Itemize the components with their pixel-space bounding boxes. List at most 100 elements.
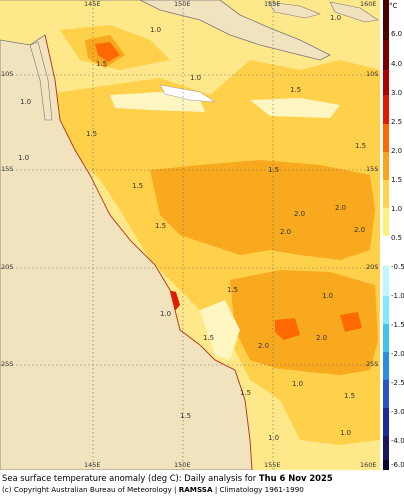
contour-label: 1.5 — [203, 334, 214, 342]
new-britain-island — [267, 1, 321, 19]
map-title-text: Sea surface temperature anomaly (deg C):… — [2, 473, 259, 483]
colorbar-label-2: 2.0 — [391, 147, 403, 155]
map-footer: Sea surface temperature anomaly (deg C):… — [0, 470, 404, 500]
credit-climatology: | Climatology 1961-1990 — [212, 485, 304, 494]
colorbar-label-neg-3: -3.0 — [391, 408, 404, 416]
colorbar-label-2-5: 2.5 — [391, 118, 403, 126]
left-tick-10s: 10S — [1, 70, 14, 78]
right-tick-15s: 15S — [366, 165, 379, 173]
colorbar-label-neg-6: -6.0 — [391, 461, 404, 469]
colorbar-label-1: 1.0 — [391, 205, 403, 213]
coastline — [44, 34, 253, 470]
colorbar-negative-segment — [383, 352, 389, 380]
colorbar-negative-segment — [383, 460, 389, 470]
contour-label: 1.5 — [96, 60, 107, 68]
contour-label: 2.0 — [354, 226, 365, 234]
colorbar-label-neg-2-5: -2.5 — [391, 379, 404, 387]
colorbar-label-4: 4.0 — [391, 60, 403, 68]
contour-label: 1.0 — [160, 310, 171, 318]
papua-new-guinea-landmass — [0, 0, 331, 61]
contour-label: 2.0 — [335, 204, 346, 212]
contour-label: 1.0 — [340, 429, 351, 437]
colorbar-label-6: 6.0 — [391, 30, 403, 38]
colorbar-unit: °C — [389, 2, 398, 10]
colorbar-label-1-5: 1.5 — [391, 176, 403, 184]
top-tick-150e: 150E — [174, 0, 191, 8]
colorbar-positive-segment — [383, 152, 389, 180]
map-title-date: Thu 6 Nov 2025 — [258, 473, 333, 483]
contour-label: 1.5 — [355, 142, 366, 150]
contour-label: 2.0 — [316, 334, 327, 342]
anomaly-cool-patch-3 — [200, 300, 240, 360]
credit-product: RAMSSA — [178, 485, 213, 494]
contour-label: 1.5 — [155, 222, 166, 230]
contour-label: 1.5 — [180, 412, 191, 420]
contour-label: 1.0 — [268, 434, 279, 442]
colorbar-negative-segment — [383, 408, 389, 436]
colorbar-positive-segment — [383, 124, 389, 152]
colorbar-label-neg-4: -4.0 — [391, 437, 404, 445]
contour-label: 1.0 — [292, 380, 303, 388]
solomon-islands — [329, 1, 379, 23]
colorbar-negative-segment — [383, 324, 389, 352]
left-tick-15s: 15S — [1, 165, 14, 173]
colorbar-positive-segment — [383, 95, 389, 124]
credit-copyright: (c) Copyright Australian Bureau of Meteo… — [2, 485, 179, 494]
colorbar-label-3: 3.0 — [391, 89, 403, 97]
colorbar-label-neg-0-5: -0.5 — [391, 263, 404, 271]
colorbar-negative-segment — [383, 436, 389, 460]
map-canvas: 1.0 1.0 1.5 1.0 1.0 1.5 1.5 1.5 1.0 1.5 1.5 2.0 2.0 1… — [0, 0, 380, 470]
bottom-tick-150e: 150E — [174, 461, 191, 469]
contour-label: 1.5 — [268, 166, 279, 174]
colorbar-legend: °C 6.0 4.0 3.0 2.5 2.0 1.5 1.0 0.5 -0.5 … — [380, 0, 404, 470]
bottom-tick-145e: 145E — [84, 461, 101, 469]
colorbar-label-neg-1: -1.0 — [391, 292, 404, 300]
colorbar-positive-segment — [383, 70, 389, 95]
anomaly-hotspot-south-2 — [340, 312, 362, 332]
top-tick-160e: 160E — [360, 0, 377, 8]
anomaly-hotspot-gulf — [95, 42, 120, 62]
contour-label: 2.0 — [258, 342, 269, 350]
contour-label: 1.5 — [86, 130, 97, 138]
anomaly-band-2-0-south — [230, 270, 378, 375]
left-tick-25s: 25S — [1, 360, 14, 368]
anomaly-cool-patch-2 — [250, 98, 340, 118]
colorbar-negative-segment — [383, 380, 389, 408]
contour-label: 1.5 — [227, 286, 238, 294]
right-tick-10s: 10S — [366, 70, 379, 78]
contour-label: 1.5 — [344, 392, 355, 400]
colorbar-label-neg-1-5: -1.5 — [391, 321, 404, 329]
colorbar-negative-segment — [383, 266, 389, 296]
colorbar-positive-segment — [383, 0, 389, 40]
contour-label: 2.0 — [280, 228, 291, 236]
contour-label: 1.0 — [322, 292, 333, 300]
colorbar-negative-segment — [383, 296, 389, 324]
left-tick-20s: 20S — [1, 263, 14, 271]
contour-label: 1.0 — [18, 154, 29, 162]
contour-label: 1.0 — [20, 98, 31, 106]
contour-label: 1.0 — [150, 26, 161, 34]
top-tick-145e: 145E — [84, 0, 101, 8]
anomaly-hotspot-south-1 — [275, 318, 300, 340]
colorbar-label-0-5: 0.5 — [391, 234, 403, 242]
bottom-tick-160e: 160E — [360, 461, 377, 469]
graticule — [0, 0, 380, 470]
sst-anomaly-map: 1.0 1.0 1.5 1.0 1.0 1.5 1.5 1.5 1.0 1.5 1.5 2.0 2.0 1… — [0, 0, 380, 470]
bottom-tick-155e: 155E — [264, 461, 281, 469]
colorbar-positive-segment — [383, 208, 389, 236]
top-tick-155e: 155E — [264, 0, 281, 8]
anomaly-band-2-0-central — [150, 160, 375, 260]
contour-label: 1.0 — [190, 74, 201, 82]
cape-york-peninsula — [29, 41, 53, 121]
colorbar-positive-segment — [383, 180, 389, 208]
colorbar-positive-segment — [383, 40, 389, 70]
contour-label: 1.5 — [132, 182, 143, 190]
contour-label: 1.5 — [290, 86, 301, 94]
right-tick-20s: 20S — [366, 263, 379, 271]
colorbar-label-neg-2: -2.0 — [391, 350, 404, 358]
reef-shoal-area — [159, 84, 216, 103]
map-credit: (c) Copyright Australian Bureau of Meteo… — [2, 485, 304, 494]
contour-label: 1.5 — [240, 389, 251, 397]
contour-label: 1.0 — [330, 14, 341, 22]
contour-labels: 1.0 1.0 1.5 1.0 1.0 1.5 1.5 1.5 1.0 1.5 1.5 2.0 2.0 1… — [18, 14, 366, 442]
